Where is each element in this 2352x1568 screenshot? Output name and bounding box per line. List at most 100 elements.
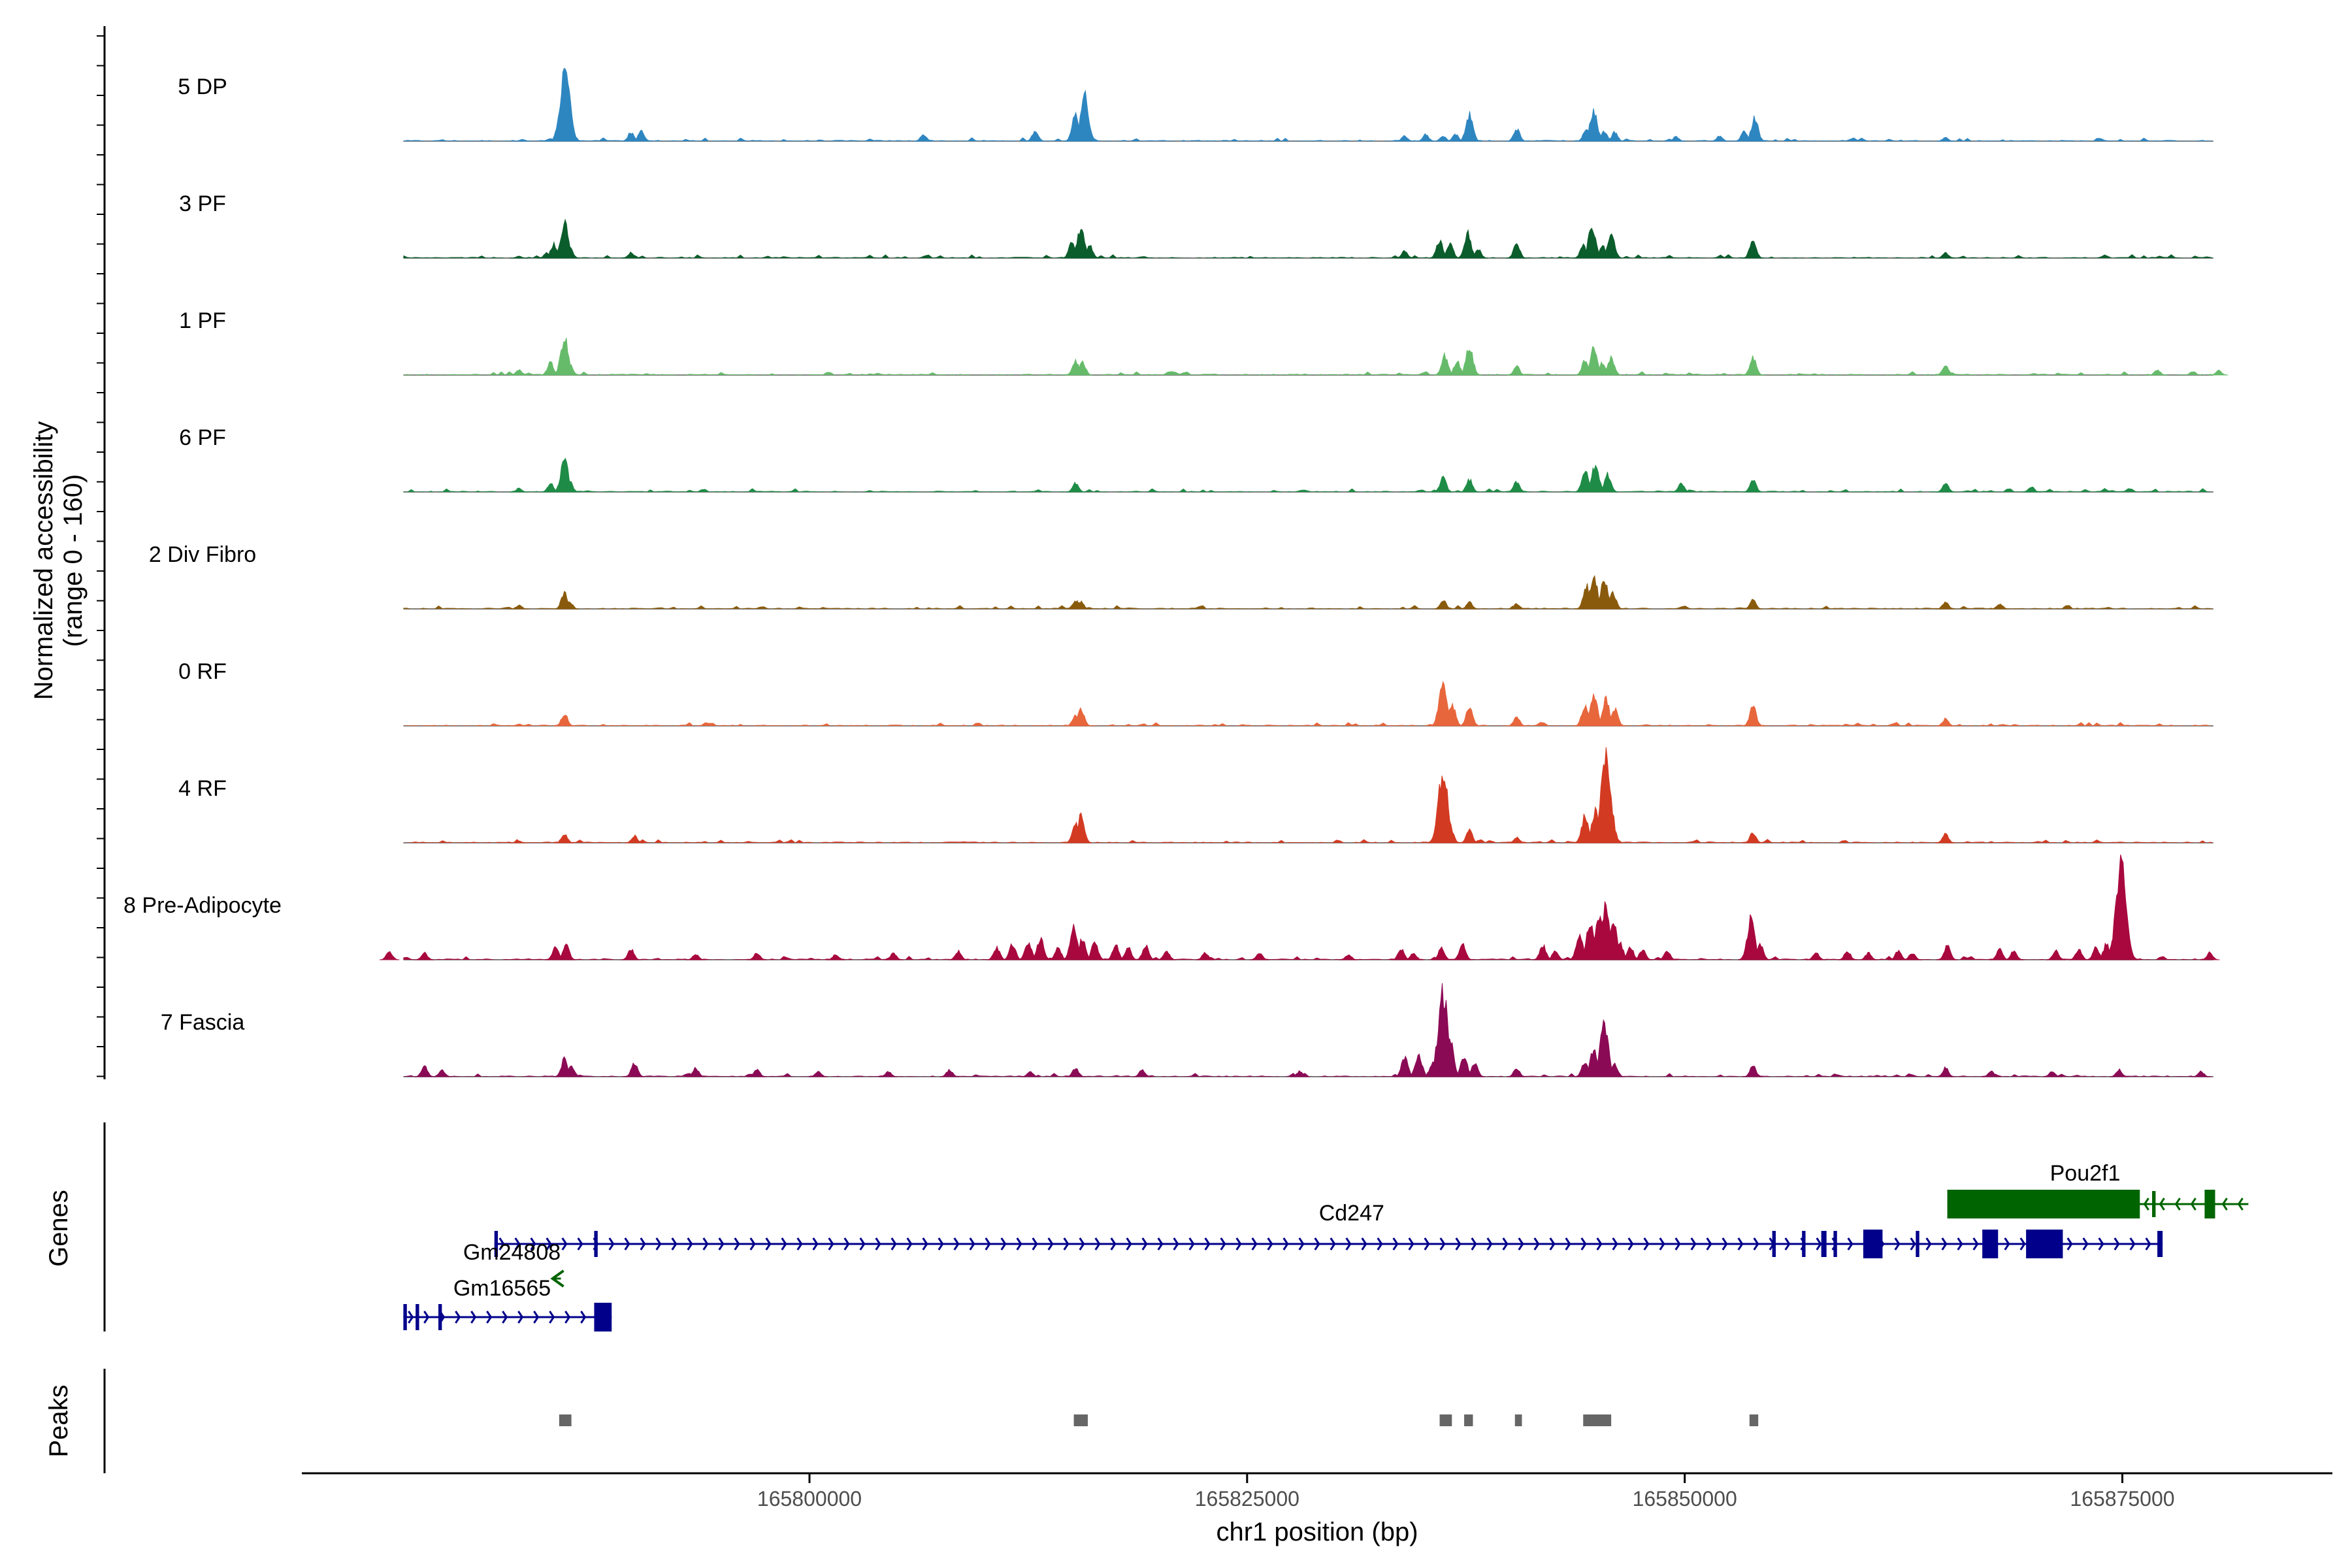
coverage-peak	[1468, 249, 1488, 259]
strand-arrow	[1502, 1237, 1509, 1250]
coverage-peak	[2046, 949, 2066, 960]
strand-arrow	[455, 1311, 461, 1324]
coverage-peak	[1071, 360, 1093, 376]
coverage-peak	[1079, 245, 1100, 259]
coverage-peak	[747, 1068, 767, 1077]
strand-arrow	[1063, 1237, 1070, 1250]
strand-arrow	[1722, 1237, 1728, 1250]
coverage-peak	[1600, 355, 1622, 376]
coverage-peak	[1463, 1063, 1486, 1077]
coverage-track: 5 DP	[178, 67, 2213, 142]
strand-arrow	[1659, 1237, 1665, 1250]
coverage-peak	[1083, 941, 1106, 960]
strand-arrow	[1345, 1237, 1352, 1250]
strand-arrow	[687, 1237, 693, 1250]
peak-region	[1749, 1414, 1759, 1426]
strand-arrow	[906, 1237, 913, 1250]
strand-arrow	[859, 1237, 866, 1250]
gene-label: Pou2f1	[2050, 1161, 2121, 1186]
coverage-track: 6 PF	[179, 425, 2213, 493]
x-axis-label: chr1 position (bp)	[1216, 1518, 1418, 1546]
coverage-peak	[686, 954, 706, 960]
strand-arrow	[2143, 1198, 2149, 1211]
coverage-peak	[1002, 943, 1024, 960]
strand-arrow	[470, 1311, 477, 1324]
coverage-peak	[1431, 946, 1452, 960]
coverage-peak	[1935, 601, 1955, 610]
track-label: 2 Div Fibro	[149, 542, 256, 567]
coverage-noise	[403, 254, 2213, 258]
coverage-peak	[1742, 480, 1763, 493]
coverage-peak	[559, 246, 580, 259]
coverage-peak	[1837, 951, 1858, 960]
track-label: 4 RF	[178, 776, 227, 801]
coverage-peak	[1935, 365, 1956, 376]
coverage-peak	[379, 951, 400, 960]
strand-arrow	[2114, 1237, 2120, 1250]
strand-arrow	[1141, 1237, 1148, 1250]
exon	[1863, 1230, 1883, 1258]
strand-arrow	[1471, 1237, 1477, 1250]
strand-arrow	[1204, 1237, 1211, 1250]
strand-arrow	[1282, 1237, 1289, 1250]
peak-region	[1583, 1414, 1612, 1426]
strand-arrow	[2019, 1237, 2026, 1250]
strand-arrow	[517, 1311, 524, 1324]
peak-region	[1073, 1414, 1088, 1426]
coverage-peak	[510, 255, 529, 259]
strand-arrow	[564, 1311, 571, 1324]
gene-label: Gm16565	[453, 1276, 551, 1301]
coverage-peak	[1602, 590, 1624, 610]
coverage-peak	[1507, 365, 1527, 376]
strand-arrow	[1408, 1237, 1414, 1250]
strand-arrow	[498, 1237, 505, 1250]
y-axis-label-line-1: Normalized accessibility	[29, 421, 58, 700]
coverage-peak	[2209, 369, 2229, 376]
coverage-peak	[1935, 717, 1955, 727]
strand-arrow	[533, 1311, 540, 1324]
coverage-peak	[1596, 472, 1619, 493]
coverage-peak	[1742, 1066, 1763, 1077]
strand-arrow	[1016, 1237, 1022, 1250]
coverage-peak	[1458, 478, 1480, 493]
strand-arrow	[969, 1237, 975, 1250]
genes-track: Cd247 Pou2f1 Gm24808 Gm16565	[403, 1161, 2249, 1331]
coverage-peak	[1858, 951, 1878, 960]
strand-arrow	[2237, 1198, 2244, 1211]
strand-arrow	[671, 1237, 678, 1250]
coverage-peak	[1507, 602, 1527, 610]
strand-arrow	[514, 1237, 521, 1250]
strand-arrow	[1753, 1237, 1759, 1250]
coverage-peak	[913, 134, 934, 142]
strand-arrow	[1972, 1237, 1979, 1250]
coverage-peak	[1742, 355, 1764, 376]
track-label: 3 PF	[179, 191, 226, 216]
strand-arrow	[1847, 1237, 1854, 1250]
coverage-peak	[1507, 836, 1527, 843]
strand-arrow	[1235, 1237, 1242, 1250]
strand-arrow	[781, 1237, 787, 1250]
track-label: 7 Fascia	[161, 1010, 245, 1035]
strand-arrow	[1032, 1237, 1038, 1250]
exon	[2157, 1231, 2163, 1257]
coverage-noise	[403, 1073, 2213, 1077]
strand-arrow	[1157, 1237, 1164, 1250]
peaks-track-label: Peaks	[44, 1384, 73, 1457]
coverage-peak	[826, 954, 845, 960]
exon	[438, 1304, 442, 1330]
coverage-peak	[1742, 832, 1763, 843]
strand-arrow	[749, 1237, 756, 1250]
coverage-peak	[2191, 1070, 2211, 1077]
coverage-peak	[1066, 482, 1086, 493]
exon	[1982, 1230, 1999, 1258]
coverage-peak	[510, 840, 529, 843]
coverage-peak	[432, 1069, 452, 1077]
strand-arrow	[890, 1237, 897, 1250]
strand-arrow	[1627, 1237, 1634, 1250]
coverage-peak	[553, 715, 575, 727]
peaks-track	[559, 1414, 1759, 1426]
coverage-peak	[510, 723, 529, 727]
strand-arrow	[2190, 1198, 2197, 1211]
track-label: 6 PF	[179, 425, 226, 450]
coverage-peak	[559, 481, 580, 493]
